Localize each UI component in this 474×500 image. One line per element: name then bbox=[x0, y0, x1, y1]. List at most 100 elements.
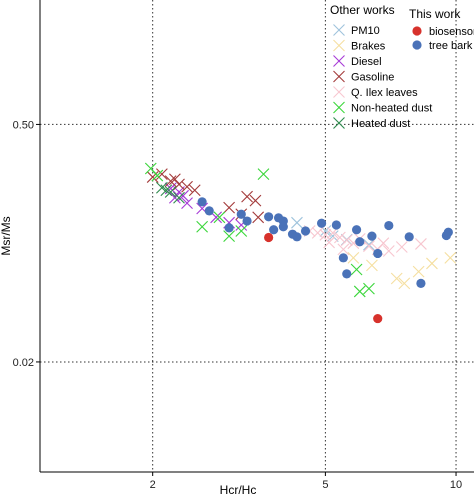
tree-bark-point bbox=[373, 248, 383, 259]
non-heated-dust-point bbox=[196, 220, 209, 233]
q-ilex-leaves-point bbox=[311, 226, 324, 239]
gasoline-point bbox=[252, 211, 265, 224]
gasoline-point bbox=[249, 194, 262, 207]
tree-bark-point bbox=[242, 216, 252, 226]
q-ilex-leaves-point bbox=[395, 241, 408, 253]
legend-label: biosensor bbox=[429, 26, 474, 38]
tree-bark-point bbox=[441, 230, 451, 241]
legend-item-non-heated-dust: Non-heated dust bbox=[333, 101, 432, 115]
legend-key-tree-bark bbox=[412, 40, 422, 50]
legend-label: Heated dust bbox=[351, 118, 410, 130]
tree-bark-point bbox=[204, 206, 214, 216]
ticks: 2 5 10 0.50 0.02 bbox=[13, 119, 463, 491]
brakes-point bbox=[366, 259, 378, 272]
legend-key-non-heated-dust bbox=[333, 101, 345, 114]
q-ilex-leaves-point bbox=[363, 240, 375, 253]
tree-bark-point bbox=[342, 269, 352, 279]
x-axis-title: Hcr/Hc bbox=[220, 483, 257, 497]
legend-label: PM10 bbox=[351, 25, 380, 37]
brakes-point bbox=[390, 272, 403, 285]
legend-item-diesel: Diesel bbox=[333, 55, 382, 68]
heated-dust-point bbox=[164, 186, 177, 198]
legend-label: Gasoline bbox=[351, 72, 394, 84]
brakes-point bbox=[426, 257, 438, 270]
non-heated-dust-point bbox=[235, 225, 248, 237]
tree-bark-point bbox=[338, 253, 348, 263]
non-heated-dust-point bbox=[223, 230, 235, 243]
axes bbox=[39, 0, 474, 473]
heated-dust-point bbox=[173, 191, 185, 204]
biosensor-point bbox=[373, 313, 383, 324]
tree-bark-point bbox=[236, 209, 246, 219]
tree-bark-point bbox=[300, 226, 311, 236]
pm10-point bbox=[326, 230, 339, 243]
tree-bark-point bbox=[224, 223, 234, 233]
non-heated-dust-point bbox=[353, 285, 366, 298]
tree-bark-point bbox=[331, 220, 341, 230]
brakes-point bbox=[412, 265, 425, 278]
q-ilex-leaves-point bbox=[319, 228, 332, 241]
data-points bbox=[144, 162, 457, 324]
brakes-point bbox=[347, 251, 360, 264]
legend-key-diesel bbox=[333, 55, 345, 67]
gasoline-point bbox=[164, 175, 177, 187]
y-axis-title: Msr/Ms bbox=[0, 216, 13, 255]
diesel-point bbox=[181, 197, 193, 210]
legend-label: Non-heated dust bbox=[351, 103, 432, 115]
legend-key-heated-dust bbox=[333, 117, 345, 129]
q-ilex-leaves-point bbox=[340, 234, 353, 247]
legend-item-heated-dust: Heated dust bbox=[333, 117, 410, 130]
y-tick-label: 0.02 bbox=[13, 357, 34, 369]
legend: Other works PM10 Brakes Diesel Gasoline Q. Il… bbox=[330, 3, 474, 130]
grid-lines bbox=[40, 0, 474, 472]
tree-bark-point bbox=[355, 237, 365, 247]
legend-key-brakes bbox=[333, 39, 345, 52]
legend-title-this-work: This work bbox=[409, 7, 461, 21]
gasoline-point bbox=[241, 190, 253, 203]
legend-label: tree bark bbox=[429, 40, 473, 52]
tree-bark-point bbox=[264, 212, 274, 222]
tree-bark-point bbox=[367, 231, 377, 241]
x-tick-label: 2 bbox=[150, 479, 156, 491]
gasoline-point bbox=[181, 180, 193, 193]
brakes-point bbox=[444, 251, 457, 264]
x-tick-label: 10 bbox=[450, 479, 462, 491]
non-heated-dust-point bbox=[350, 263, 363, 276]
y-tick-label: 0.50 bbox=[13, 119, 34, 131]
gasoline-point bbox=[223, 201, 235, 214]
brakes-point bbox=[398, 277, 411, 290]
tree-bark-point bbox=[404, 232, 414, 242]
tree-bark-point bbox=[278, 222, 288, 232]
heated-dust-point bbox=[160, 184, 173, 197]
q-ilex-leaves-point bbox=[337, 243, 350, 256]
gasoline-point bbox=[168, 173, 181, 186]
legend-item-tree-bark: tree bark bbox=[412, 40, 473, 52]
q-ilex-leaves-point bbox=[377, 237, 390, 250]
legend-key-pm10 bbox=[333, 24, 345, 36]
gasoline-point bbox=[188, 184, 201, 197]
tree-bark-point bbox=[416, 278, 426, 288]
non-heated-dust-point bbox=[363, 282, 375, 295]
legend-item-biosensor: biosensor bbox=[412, 26, 474, 38]
non-heated-dust-point bbox=[213, 211, 226, 224]
legend-label: Diesel bbox=[351, 56, 382, 68]
legend-item-gasoline: Gasoline bbox=[333, 70, 394, 84]
legend-key-q-ilex-leaves bbox=[333, 86, 345, 98]
legend-title-other-works: Other works bbox=[330, 3, 395, 17]
x-tick-label: 5 bbox=[322, 479, 328, 491]
non-heated-dust-point bbox=[257, 168, 270, 181]
legend-key-biosensor bbox=[412, 26, 422, 36]
diesel-point bbox=[168, 191, 181, 204]
tree-bark-point bbox=[384, 220, 394, 231]
q-ilex-leaves-point bbox=[334, 231, 346, 244]
gasoline-point bbox=[155, 168, 168, 181]
pm10-point bbox=[363, 238, 375, 251]
q-ilex-leaves-point bbox=[415, 238, 427, 250]
legend-key-gasoline bbox=[333, 70, 345, 83]
non-heated-dust-point bbox=[151, 169, 164, 182]
diesel-point bbox=[177, 189, 189, 202]
pm10-point bbox=[291, 216, 303, 229]
tree-bark-point bbox=[292, 232, 302, 242]
q-ilex-leaves-point bbox=[382, 245, 395, 257]
